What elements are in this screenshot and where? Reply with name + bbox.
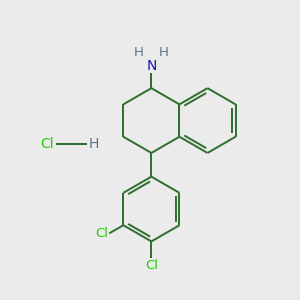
Text: N: N	[146, 58, 157, 73]
Text: Cl: Cl	[95, 227, 108, 240]
Text: Cl: Cl	[145, 259, 158, 272]
Text: Cl: Cl	[41, 137, 54, 151]
Text: H: H	[159, 46, 169, 59]
Text: H: H	[134, 46, 144, 59]
Text: H: H	[88, 137, 98, 151]
